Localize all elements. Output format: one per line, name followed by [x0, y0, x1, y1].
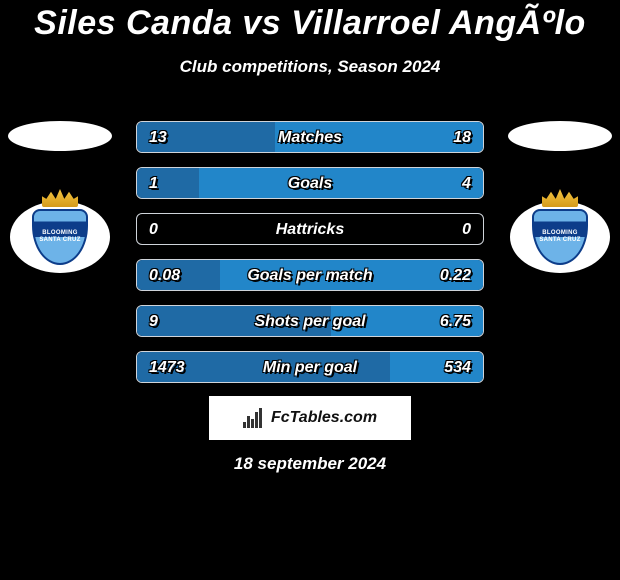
crown-icon: [542, 189, 578, 207]
stat-value-left: 0: [149, 214, 158, 245]
stat-value-right: 6.75: [440, 306, 471, 337]
stat-row: Shots per goal9 6.75: [136, 305, 484, 337]
stat-value-left: 0.08: [149, 260, 180, 291]
stat-value-left: 13: [149, 122, 167, 153]
player-right-column: BLOOMINGSANTA CRUZ: [508, 121, 612, 273]
stat-value-right: 0: [462, 214, 471, 245]
stat-label: Goals: [137, 168, 483, 199]
stat-value-left: 9: [149, 306, 158, 337]
stat-row: Matches13 18: [136, 121, 484, 153]
stat-row: Goals1 4: [136, 167, 484, 199]
stat-value-right: 534: [444, 352, 471, 383]
player-left-column: BLOOMINGSANTA CRUZ: [8, 121, 112, 273]
stat-value-right: 18: [453, 122, 471, 153]
stat-label: Matches: [137, 122, 483, 153]
footer: FcTables.com 18 september 2024: [0, 396, 620, 474]
stat-row: Min per goal1473 534: [136, 351, 484, 383]
bar-chart-icon: [243, 408, 265, 428]
stat-row: Hattricks0 0: [136, 213, 484, 245]
player-left-avatar-placeholder: [8, 121, 112, 151]
stat-value-right: 4: [462, 168, 471, 199]
stat-value-left: 1473: [149, 352, 185, 383]
stat-rows: Matches13 18 Goals1 4 Hattricks0 0 Goals per m…: [136, 121, 484, 383]
stat-value-left: 1: [149, 168, 158, 199]
attribution-badge[interactable]: FcTables.com: [209, 396, 411, 440]
stat-label: Hattricks: [137, 214, 483, 245]
crown-icon: [42, 189, 78, 207]
player-right-avatar-placeholder: [508, 121, 612, 151]
player-right-club-badge: BLOOMINGSANTA CRUZ: [510, 183, 610, 273]
stat-label: Min per goal: [137, 352, 483, 383]
stat-label: Goals per match: [137, 260, 483, 291]
attribution-text: FcTables.com: [271, 409, 377, 427]
date-text: 18 september 2024: [234, 454, 386, 474]
page-title: Siles Canda vs Villarroel AngÃºlo: [0, 0, 620, 43]
stat-label: Shots per goal: [137, 306, 483, 337]
stat-value-right: 0.22: [440, 260, 471, 291]
player-left-club-badge: BLOOMINGSANTA CRUZ: [10, 183, 110, 273]
stat-row: Goals per match0.08 0.22: [136, 259, 484, 291]
page-subtitle: Club competitions, Season 2024: [0, 57, 620, 77]
